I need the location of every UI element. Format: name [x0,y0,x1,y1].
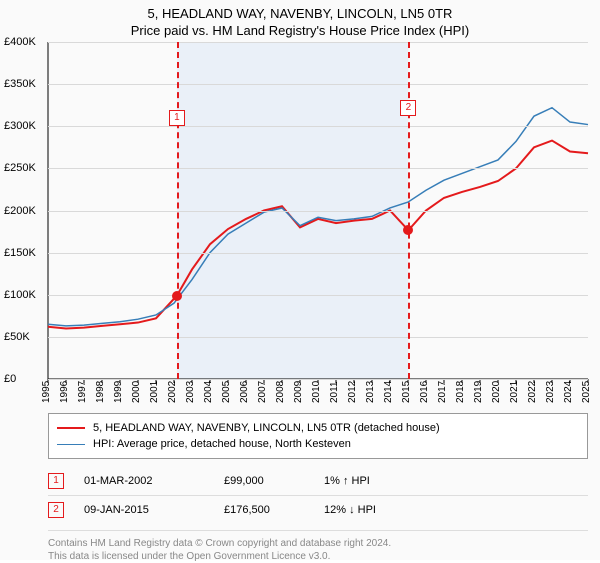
gridline [48,337,588,338]
x-tick-label: 2019 [473,381,484,403]
x-tick-label: 2018 [455,381,466,403]
legend-label: HPI: Average price, detached house, Nort… [93,438,351,450]
y-tick-label: £400K [4,36,36,48]
x-tick-label: 2020 [491,381,502,403]
marker-date: 09-JAN-2015 [84,504,204,516]
x-tick-label: 2007 [257,381,268,403]
x-tick-label: 2024 [563,381,574,403]
x-tick-label: 2025 [581,381,592,403]
x-tick-label: 2017 [437,381,448,403]
x-tick-label: 2002 [167,381,178,403]
x-tick-label: 2023 [545,381,556,403]
x-tick-label: 2010 [311,381,322,403]
legend: 5, HEADLAND WAY, NAVENBY, LINCOLN, LN5 0… [48,413,588,459]
gridline [48,295,588,296]
x-tick-label: 2008 [275,381,286,403]
marker-vline [177,42,179,379]
chart-title: 5, HEADLAND WAY, NAVENBY, LINCOLN, LN5 0… [0,0,600,21]
y-tick-label: £100K [4,289,36,301]
gridline [48,126,588,127]
x-tick-label: 1996 [59,381,70,403]
x-tick-label: 1995 [41,381,52,403]
marker-price: £99,000 [224,475,304,487]
footer-line: This data is licensed under the Open Gov… [48,550,588,563]
x-tick-label: 2001 [149,381,160,403]
gridline [48,211,588,212]
y-tick-label: £350K [4,78,36,90]
marker-badge: 1 [48,473,64,489]
x-tick-label: 2013 [365,381,376,403]
x-tick-label: 2003 [185,381,196,403]
gridline [48,42,588,43]
gridline [48,168,588,169]
legend-item: 5, HEADLAND WAY, NAVENBY, LINCOLN, LN5 0… [57,420,579,436]
y-tick-label: £50K [4,331,30,343]
x-tick-label: 2005 [221,381,232,403]
x-tick-label: 2004 [203,381,214,403]
gridline [48,253,588,254]
marker-price: £176,500 [224,504,304,516]
marker-date: 01-MAR-2002 [84,475,204,487]
x-tick-label: 1998 [95,381,106,403]
x-axis: 1995199619971998199920002001200220032004… [48,379,588,407]
chart: £0£50K£100K£150K£200K£250K£300K£350K£400… [48,42,588,407]
x-tick-label: 2000 [131,381,142,403]
sale-dot [403,225,413,235]
x-tick-label: 2014 [383,381,394,403]
y-tick-label: £0 [4,373,16,385]
marker-box: 2 [400,100,416,116]
marker-pct: 1% ↑ HPI [324,475,434,487]
footer-line: Contains HM Land Registry data © Crown c… [48,537,588,550]
y-tick-label: £250K [4,162,36,174]
y-tick-label: £300K [4,120,36,132]
marker-vline [408,42,410,379]
chart-subtitle: Price paid vs. HM Land Registry's House … [0,21,600,42]
x-tick-label: 1999 [113,381,124,403]
sale-dot [172,291,182,301]
plot-area: £0£50K£100K£150K£200K£250K£300K£350K£400… [48,42,588,379]
x-tick-label: 2015 [401,381,412,403]
marker-pct: 12% ↓ HPI [324,504,434,516]
y-tick-label: £200K [4,205,36,217]
marker-badge: 2 [48,502,64,518]
marker-row: 2 09-JAN-2015 £176,500 12% ↓ HPI [48,495,588,524]
x-tick-label: 2012 [347,381,358,403]
x-tick-label: 2021 [509,381,520,403]
gridline [48,84,588,85]
legend-item: HPI: Average price, detached house, Nort… [57,436,579,452]
x-tick-label: 2009 [293,381,304,403]
y-tick-label: £150K [4,247,36,259]
marker-row: 1 01-MAR-2002 £99,000 1% ↑ HPI [48,467,588,495]
legend-swatch [57,444,85,445]
x-tick-label: 2006 [239,381,250,403]
x-tick-label: 1997 [77,381,88,403]
marker-box: 1 [169,110,185,126]
marker-table: 1 01-MAR-2002 £99,000 1% ↑ HPI 2 09-JAN-… [48,467,588,524]
x-tick-label: 2022 [527,381,538,403]
legend-label: 5, HEADLAND WAY, NAVENBY, LINCOLN, LN5 0… [93,422,440,434]
x-tick-label: 2011 [329,381,340,403]
footer: Contains HM Land Registry data © Crown c… [48,530,588,563]
x-tick-label: 2016 [419,381,430,403]
legend-swatch [57,427,85,429]
